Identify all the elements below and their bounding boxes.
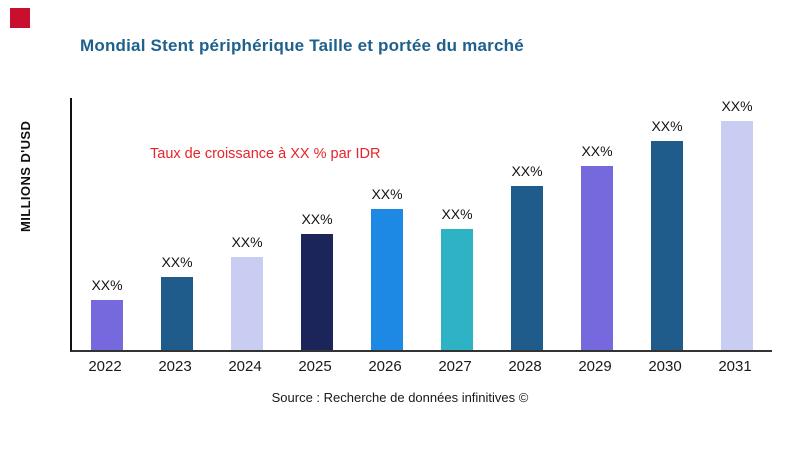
- bar-value-label-2025: XX%: [301, 211, 333, 228]
- bar-column-2027: XX%: [422, 98, 492, 350]
- bar-2031: [721, 121, 753, 350]
- bar-2024: [231, 256, 263, 350]
- bar-2022: [91, 299, 123, 350]
- x-tick-2022: 2022: [88, 358, 122, 375]
- bar-2027: [441, 229, 473, 350]
- bar-2030: [651, 140, 683, 350]
- bar-column-2026: XX%: [352, 98, 422, 350]
- bar-2025: [301, 234, 333, 350]
- x-tick-2028: 2028: [508, 358, 542, 375]
- growth-rate-annotation: Taux de croissance à XX % par IDR: [150, 146, 381, 162]
- bar-column-2031: XX%: [702, 98, 772, 350]
- bar-value-label-2022: XX%: [91, 276, 123, 293]
- bar-column-2028: XX%: [492, 98, 562, 350]
- bar-2026: [371, 208, 403, 350]
- x-tick-2031: 2031: [718, 358, 752, 375]
- source-caption: Source : Recherche de données infinitive…: [271, 390, 529, 405]
- bar-2023: [161, 276, 193, 350]
- x-tick-2030: 2030: [648, 358, 682, 375]
- bar-value-label-2026: XX%: [371, 185, 403, 202]
- chart-title: Mondial Stent périphérique Taille et por…: [80, 36, 524, 55]
- bar-column-2022: XX%: [72, 98, 142, 350]
- x-tick-2029: 2029: [578, 358, 612, 375]
- y-axis-label: MILLIONS D'USD: [18, 120, 33, 232]
- bar-value-label-2027: XX%: [441, 206, 473, 223]
- plot-area: Taux de croissance à XX % par IDR XX% XX%…: [70, 98, 772, 352]
- bar-column-2024: XX%: [212, 98, 282, 350]
- bar-column-2023: XX%: [142, 98, 212, 350]
- bar-value-label-2028: XX%: [511, 163, 543, 180]
- x-tick-2024: 2024: [228, 358, 262, 375]
- bar-value-label-2024: XX%: [231, 233, 263, 250]
- bar-column-2030: XX%: [632, 98, 702, 350]
- bar-value-label-2023: XX%: [161, 253, 193, 270]
- x-tick-2025: 2025: [298, 358, 332, 375]
- bar-value-label-2030: XX%: [651, 117, 683, 134]
- bar-2029: [581, 166, 613, 350]
- x-tick-2026: 2026: [368, 358, 402, 375]
- bar-series: XX% XX% XX% XX% XX% XX% XX% XX% XX% XX%: [72, 98, 772, 350]
- brand-logo: [10, 8, 30, 28]
- bar-column-2029: XX%: [562, 98, 632, 350]
- bar-2028: [511, 186, 543, 350]
- bar-value-label-2029: XX%: [581, 143, 613, 160]
- bar-value-label-2031: XX%: [721, 98, 753, 114]
- bar-column-2025: XX%: [282, 98, 352, 350]
- x-tick-2027: 2027: [438, 358, 472, 375]
- x-axis-ticks: 2022 2023 2024 2025 2026 2027 2028 2029 2030 2031: [70, 358, 770, 375]
- x-tick-2023: 2023: [158, 358, 192, 375]
